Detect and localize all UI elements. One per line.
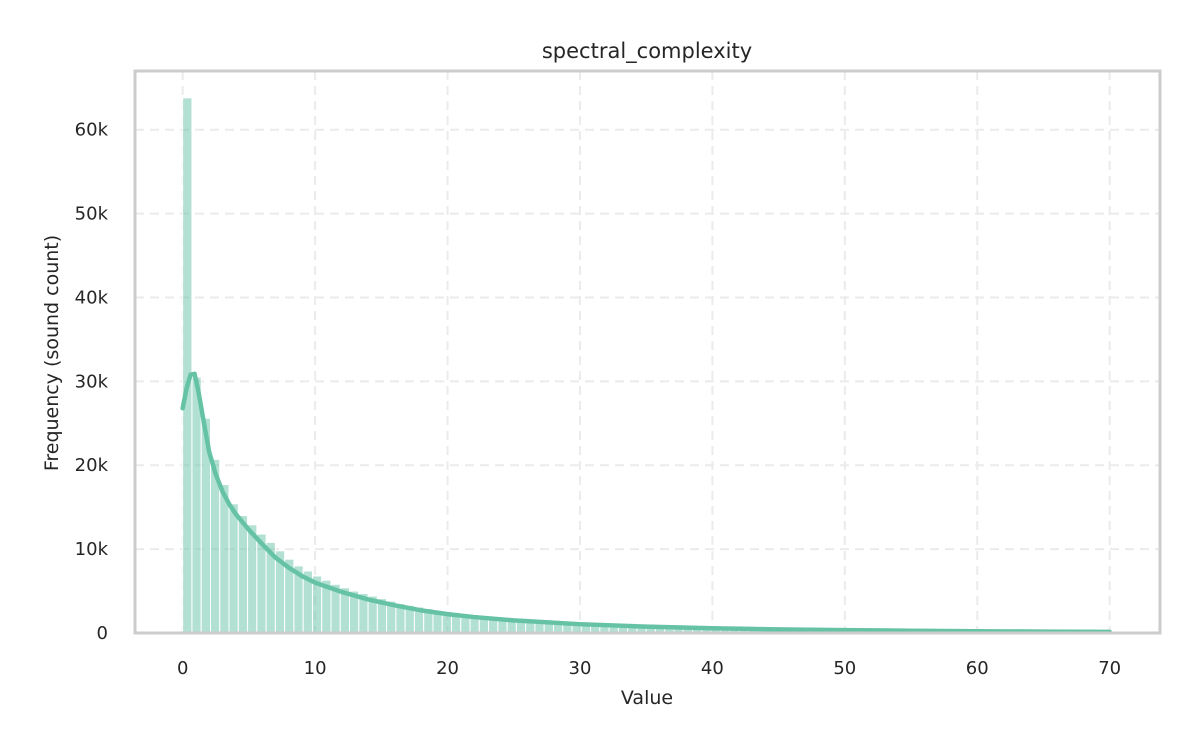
- plot-frame: [133, 69, 1162, 635]
- y-axis-title: Frequency (sound count): [41, 235, 63, 471]
- y-tick-label: 40k: [75, 287, 109, 308]
- x-tick-label: 0: [177, 658, 188, 679]
- x-tick-label: 60: [966, 658, 989, 679]
- histogram-bar: [219, 484, 230, 634]
- y-axis-ticks: 0 10k 20k 30k 40k 50k 60k: [75, 120, 109, 644]
- x-tick-label: 70: [1098, 658, 1121, 679]
- x-tick-label: 30: [569, 658, 592, 679]
- x-axis-title: Value: [621, 687, 673, 709]
- y-tick-label: 10k: [75, 539, 109, 560]
- x-tick-label: 40: [701, 658, 724, 679]
- x-tick-label: 50: [833, 658, 856, 679]
- x-axis-ticks: 0 10 20 30 40 50 60 70: [177, 658, 1121, 679]
- y-tick-label: 60k: [75, 120, 109, 141]
- histogram-bar: [191, 376, 202, 634]
- y-tick-label: 0: [97, 623, 108, 644]
- x-tick-label: 10: [304, 658, 327, 679]
- histogram-bar: [228, 503, 239, 634]
- kde-curve: [180, 371, 1112, 635]
- histogram-bar: [247, 524, 258, 634]
- histogram-bars: [182, 97, 1129, 634]
- histogram-bar: [182, 97, 193, 634]
- y-tick-label: 50k: [75, 204, 109, 225]
- y-tick-label: 30k: [75, 371, 109, 392]
- grid: [135, 71, 1160, 633]
- x-tick-label: 20: [436, 658, 459, 679]
- chart-title: spectral_complexity: [542, 39, 752, 64]
- y-tick-label: 20k: [75, 455, 109, 476]
- histogram-bar: [237, 515, 249, 634]
